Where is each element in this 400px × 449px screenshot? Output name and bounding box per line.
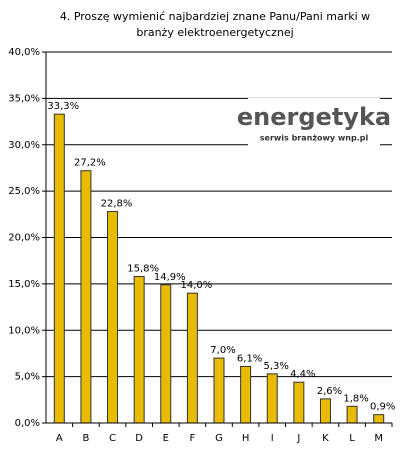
- y-tick-label: 0,0%: [15, 418, 40, 429]
- x-tick-label: M: [374, 433, 383, 444]
- data-label: 33,3%: [47, 101, 79, 112]
- x-tick-label: E: [163, 433, 169, 444]
- x-tick-label: H: [242, 433, 250, 444]
- x-tick-label: F: [190, 433, 196, 444]
- data-label: 1,8%: [343, 393, 368, 404]
- x-tick-label: I: [271, 433, 274, 444]
- bar: [160, 284, 172, 424]
- data-label: 6,1%: [237, 353, 262, 364]
- x-tick-label: A: [56, 433, 63, 444]
- data-label: 7,0%: [210, 345, 235, 356]
- data-label: 22,8%: [101, 199, 133, 210]
- data-label: 2,6%: [317, 386, 342, 397]
- data-label: 14,9%: [154, 272, 186, 283]
- logo-name: energetyka: [237, 103, 391, 131]
- bar: [80, 170, 92, 424]
- x-tick-label: G: [215, 433, 223, 444]
- bar: [346, 405, 358, 424]
- logo-box: [248, 98, 380, 146]
- data-label: 27,2%: [74, 158, 106, 169]
- chart-title: 4. Proszę wymienić najbardziej znane Pan…: [60, 10, 370, 23]
- chart-title: branży elektroenergetycznej: [136, 26, 293, 39]
- bar: [266, 373, 278, 424]
- y-tick-label: 40,0%: [8, 47, 40, 58]
- bar: [133, 275, 145, 424]
- bar: [240, 365, 252, 424]
- data-label: 4,4%: [290, 369, 315, 380]
- y-tick-label: 35,0%: [8, 93, 40, 104]
- bar: [319, 398, 331, 424]
- logo-tagline: serwis branżowy wnp.pl: [260, 134, 369, 143]
- bar: [293, 381, 305, 424]
- data-label: 14,0%: [180, 280, 212, 291]
- y-tick-label: 10,0%: [8, 325, 40, 336]
- bar: [213, 357, 225, 424]
- data-label: 0,9%: [370, 402, 395, 413]
- x-tick-label: C: [109, 433, 116, 444]
- bar: [186, 292, 198, 424]
- x-tick-label: K: [322, 433, 329, 444]
- bar: [107, 211, 119, 424]
- y-tick-label: 5,0%: [15, 372, 40, 383]
- data-label: 5,3%: [264, 361, 289, 372]
- y-tick-label: 25,0%: [8, 186, 40, 197]
- y-tick-label: 15,0%: [8, 279, 40, 290]
- x-tick-label: D: [135, 433, 143, 444]
- x-tick-label: L: [349, 433, 355, 444]
- y-tick-label: 20,0%: [8, 233, 40, 244]
- x-tick-label: B: [82, 433, 89, 444]
- y-tick-label: 30,0%: [8, 140, 40, 151]
- x-tick-label: J: [296, 433, 300, 444]
- bar: [373, 414, 385, 424]
- data-label: 15,8%: [127, 263, 159, 274]
- bar: [53, 113, 65, 424]
